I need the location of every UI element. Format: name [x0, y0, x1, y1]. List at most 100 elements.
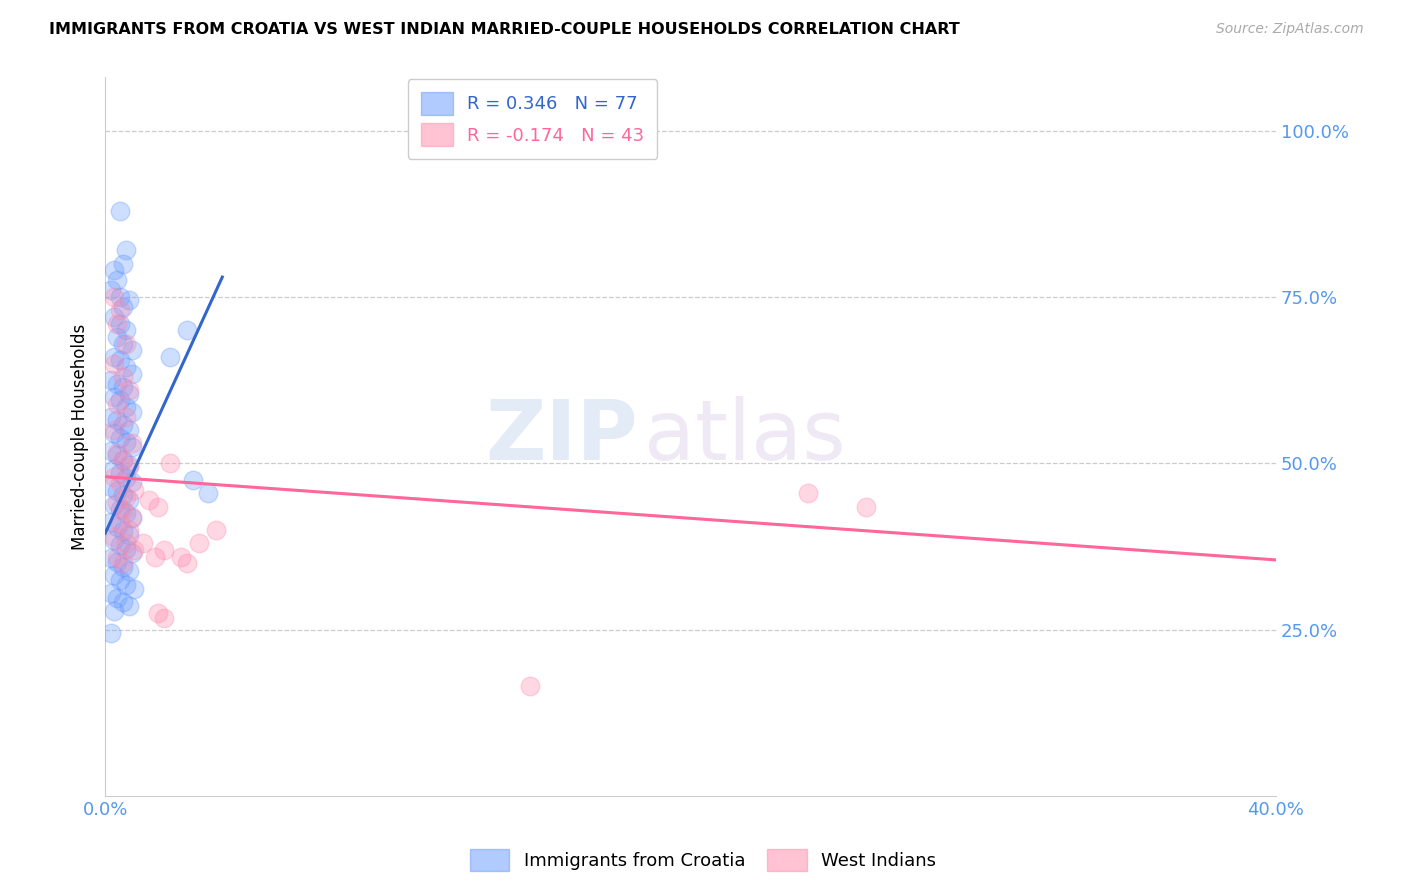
- Point: [103, 469, 125, 483]
- Point: [176, 556, 198, 570]
- Point: [103, 357, 125, 371]
- Point: [100, 444, 122, 458]
- Point: [105, 317, 128, 331]
- Point: [103, 604, 125, 618]
- Y-axis label: Married-couple Households: Married-couple Households: [72, 324, 89, 550]
- Point: [117, 386, 139, 401]
- Text: IMMIGRANTS FROM CROATIA VS WEST INDIAN MARRIED-COUPLE HOUSEHOLDS CORRELATION CHA: IMMIGRANTS FROM CROATIA VS WEST INDIAN M…: [49, 22, 960, 37]
- Point: [117, 599, 139, 614]
- Legend: Immigrants from Croatia, West Indians: Immigrants from Croatia, West Indians: [463, 842, 943, 879]
- Point: [121, 509, 143, 524]
- Point: [111, 336, 134, 351]
- Point: [519, 679, 541, 693]
- Point: [108, 290, 131, 304]
- Point: [108, 538, 131, 552]
- Point: [103, 533, 125, 547]
- Point: [117, 423, 139, 437]
- Point: [103, 390, 125, 404]
- Point: [100, 409, 122, 424]
- Point: [105, 591, 128, 605]
- Point: [114, 409, 136, 424]
- Point: [114, 336, 136, 351]
- Point: [205, 523, 228, 537]
- Point: [111, 556, 134, 570]
- Point: [100, 373, 122, 387]
- Point: [108, 501, 131, 516]
- Point: [105, 484, 128, 499]
- Point: [117, 383, 139, 397]
- Point: [105, 396, 128, 410]
- Point: [111, 595, 134, 609]
- Text: Source: ZipAtlas.com: Source: ZipAtlas.com: [1216, 22, 1364, 37]
- Point: [103, 290, 125, 304]
- Point: [124, 543, 146, 558]
- Point: [114, 359, 136, 374]
- Point: [111, 453, 134, 467]
- Point: [117, 564, 139, 578]
- Point: [105, 273, 128, 287]
- Point: [105, 330, 128, 344]
- Point: [100, 515, 122, 529]
- Point: [111, 488, 134, 502]
- Point: [103, 350, 125, 364]
- Point: [117, 458, 139, 472]
- Point: [103, 530, 125, 544]
- Point: [117, 528, 139, 542]
- Point: [111, 257, 134, 271]
- Point: [121, 546, 143, 560]
- Legend: R = 0.346   N = 77, R = -0.174   N = 43: R = 0.346 N = 77, R = -0.174 N = 43: [408, 79, 657, 159]
- Point: [108, 203, 131, 218]
- Point: [117, 459, 139, 474]
- Point: [100, 626, 122, 640]
- Point: [170, 549, 193, 564]
- Point: [103, 423, 125, 437]
- Point: [105, 519, 128, 533]
- Point: [159, 350, 181, 364]
- Point: [100, 284, 122, 298]
- Point: [187, 536, 209, 550]
- Point: [138, 493, 160, 508]
- Point: [103, 310, 125, 324]
- Point: [117, 493, 139, 508]
- Point: [105, 549, 128, 564]
- Point: [103, 426, 125, 441]
- Point: [105, 449, 128, 463]
- Point: [105, 446, 128, 460]
- Point: [176, 323, 198, 337]
- Point: [108, 353, 131, 368]
- Point: [114, 541, 136, 556]
- Point: [100, 550, 122, 565]
- Point: [121, 404, 143, 418]
- Point: [159, 457, 181, 471]
- Point: [103, 263, 125, 277]
- Point: [197, 486, 219, 500]
- Point: [114, 435, 136, 450]
- Point: [100, 480, 122, 494]
- Point: [108, 393, 131, 408]
- Point: [114, 490, 136, 504]
- Point: [152, 543, 174, 558]
- Point: [111, 380, 134, 394]
- Point: [124, 582, 146, 596]
- Point: [103, 461, 125, 475]
- Point: [111, 524, 134, 539]
- Point: [132, 536, 155, 550]
- Point: [181, 473, 204, 487]
- Point: [121, 511, 143, 525]
- Point: [114, 244, 136, 258]
- Point: [117, 293, 139, 308]
- Point: [111, 417, 134, 432]
- Point: [105, 496, 128, 510]
- Point: [114, 471, 136, 485]
- Point: [146, 606, 169, 620]
- Point: [143, 549, 166, 564]
- Point: [855, 500, 877, 514]
- Text: atlas: atlas: [644, 396, 845, 477]
- Point: [111, 559, 134, 574]
- Point: [108, 431, 131, 445]
- Point: [108, 573, 131, 587]
- Point: [124, 483, 146, 497]
- Point: [111, 503, 134, 517]
- Point: [105, 413, 128, 427]
- Text: ZIP: ZIP: [485, 396, 638, 477]
